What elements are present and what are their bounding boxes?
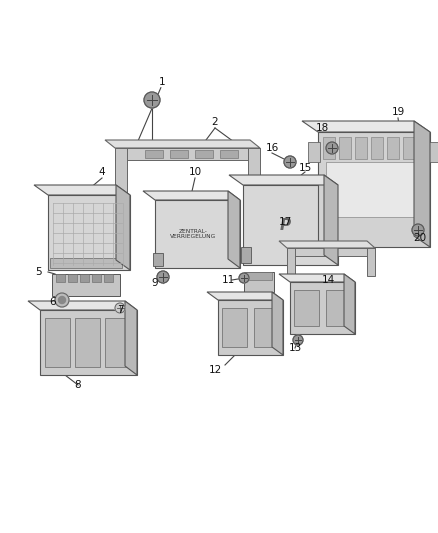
Polygon shape bbox=[243, 185, 338, 265]
Polygon shape bbox=[80, 274, 89, 282]
Text: 17: 17 bbox=[279, 217, 292, 227]
Circle shape bbox=[55, 293, 69, 307]
Text: 16: 16 bbox=[265, 143, 279, 153]
Circle shape bbox=[412, 224, 424, 236]
Polygon shape bbox=[287, 248, 295, 276]
Text: 12: 12 bbox=[208, 365, 222, 375]
Polygon shape bbox=[155, 200, 240, 268]
Polygon shape bbox=[143, 191, 240, 200]
Circle shape bbox=[115, 303, 125, 313]
Polygon shape bbox=[92, 274, 101, 282]
Polygon shape bbox=[246, 272, 272, 280]
Polygon shape bbox=[371, 137, 383, 159]
Polygon shape bbox=[145, 150, 163, 158]
Polygon shape bbox=[75, 318, 100, 367]
Polygon shape bbox=[403, 137, 415, 159]
Circle shape bbox=[293, 335, 303, 345]
Text: 4: 4 bbox=[99, 167, 105, 177]
Text: 9: 9 bbox=[152, 278, 158, 288]
Text: 11: 11 bbox=[221, 275, 235, 285]
Polygon shape bbox=[228, 191, 240, 268]
Polygon shape bbox=[115, 148, 260, 160]
Polygon shape bbox=[195, 150, 213, 158]
Circle shape bbox=[144, 92, 160, 108]
Circle shape bbox=[157, 271, 169, 283]
Text: 5: 5 bbox=[35, 267, 41, 277]
Circle shape bbox=[59, 296, 66, 303]
Polygon shape bbox=[45, 318, 70, 367]
Text: 7: 7 bbox=[117, 305, 124, 315]
Polygon shape bbox=[115, 148, 127, 203]
Polygon shape bbox=[318, 132, 430, 247]
Polygon shape bbox=[105, 318, 130, 367]
Polygon shape bbox=[414, 121, 430, 247]
Polygon shape bbox=[222, 308, 247, 347]
Text: 1: 1 bbox=[159, 77, 165, 87]
Polygon shape bbox=[244, 272, 274, 292]
Polygon shape bbox=[294, 290, 319, 326]
Text: 13: 13 bbox=[288, 343, 302, 353]
Polygon shape bbox=[68, 274, 77, 282]
Polygon shape bbox=[287, 248, 375, 256]
Text: 8: 8 bbox=[75, 380, 81, 390]
Polygon shape bbox=[344, 274, 355, 334]
Polygon shape bbox=[428, 142, 438, 162]
Polygon shape bbox=[56, 274, 65, 282]
Polygon shape bbox=[323, 137, 335, 159]
Polygon shape bbox=[104, 274, 113, 282]
Polygon shape bbox=[290, 282, 355, 334]
Polygon shape bbox=[34, 185, 130, 195]
Polygon shape bbox=[326, 162, 414, 217]
Polygon shape bbox=[116, 185, 130, 270]
Polygon shape bbox=[28, 301, 137, 310]
Text: 10: 10 bbox=[188, 167, 201, 177]
Text: P: P bbox=[280, 217, 291, 232]
Polygon shape bbox=[241, 247, 251, 263]
Circle shape bbox=[239, 273, 249, 283]
Polygon shape bbox=[220, 150, 238, 158]
Text: ZENTRAL-
VERRIEGELUNG: ZENTRAL- VERRIEGELUNG bbox=[170, 229, 217, 239]
Polygon shape bbox=[279, 274, 355, 282]
Text: 19: 19 bbox=[392, 107, 405, 117]
Text: 14: 14 bbox=[321, 275, 335, 285]
Polygon shape bbox=[367, 248, 375, 276]
Polygon shape bbox=[48, 195, 130, 270]
Polygon shape bbox=[326, 290, 351, 326]
Circle shape bbox=[284, 156, 296, 168]
Polygon shape bbox=[308, 142, 320, 162]
Text: 18: 18 bbox=[315, 123, 328, 133]
Polygon shape bbox=[355, 137, 367, 159]
Text: 20: 20 bbox=[413, 233, 427, 243]
Polygon shape bbox=[105, 140, 260, 148]
Polygon shape bbox=[40, 310, 137, 375]
Text: 15: 15 bbox=[298, 163, 311, 173]
Circle shape bbox=[326, 142, 338, 154]
Polygon shape bbox=[125, 301, 137, 375]
Text: 2: 2 bbox=[212, 117, 218, 127]
Polygon shape bbox=[207, 292, 283, 300]
Polygon shape bbox=[324, 175, 338, 265]
Polygon shape bbox=[302, 121, 430, 132]
Polygon shape bbox=[387, 137, 399, 159]
Polygon shape bbox=[170, 150, 188, 158]
Polygon shape bbox=[248, 148, 260, 203]
Polygon shape bbox=[218, 300, 283, 355]
Polygon shape bbox=[279, 241, 375, 248]
Polygon shape bbox=[52, 274, 120, 296]
Polygon shape bbox=[254, 308, 279, 347]
Text: 6: 6 bbox=[49, 297, 57, 307]
Polygon shape bbox=[153, 253, 163, 266]
Polygon shape bbox=[229, 175, 338, 185]
Polygon shape bbox=[272, 292, 283, 355]
Polygon shape bbox=[50, 258, 122, 268]
Polygon shape bbox=[339, 137, 351, 159]
